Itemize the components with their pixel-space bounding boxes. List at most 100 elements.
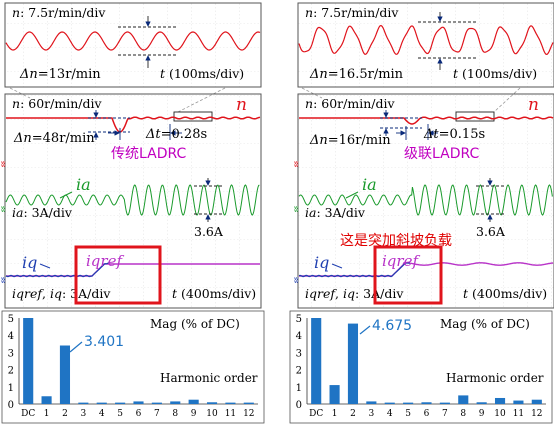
iq-series-label: iq [314,253,329,272]
mag-axis-label: Mag (% of DC) [440,317,530,331]
speed-drop-label: Δn=16r/min [309,133,391,148]
x-tick-label: 8 [460,409,466,419]
iq-series-label: iq [22,253,37,272]
harmonic-bar [494,397,506,404]
zoom-time-label: t (100ms/div) [453,66,537,81]
speed-scale-label: n: 60r/min/div [12,96,102,111]
iq-scale-label: iqref, iq: 3A/div [305,286,404,301]
harmonic-callout: 3.401 [84,334,124,350]
harmonic-bar [366,401,377,404]
x-tick-label: 5 [405,409,411,419]
x-tick-label: 7 [442,409,448,419]
harmonic-bar [133,401,144,404]
harmonic-bar [421,402,432,404]
load-note-label: 这是突加斜坡负载 [340,232,452,249]
harmonic-bar [188,399,199,404]
harmonic-bar [78,402,89,404]
y-tick-label: 2 [8,366,14,377]
channel-marker: ʬ [1,205,6,215]
harmonic-bar [347,323,359,404]
x-tick-label: 3 [80,409,86,419]
phase-current-waveform [5,184,260,216]
harmonic-bar [531,399,542,404]
zoom-speed-waveform [298,24,554,56]
x-tick-label: 9 [479,409,485,419]
x-tick-label: 4 [387,409,393,419]
ia-amplitude-marker [194,178,222,222]
x-tick-label: 11 [513,409,524,419]
harmonic-bar [170,401,181,404]
ia-amplitude-marker [476,178,504,222]
x-tick-label: 2 [350,409,356,419]
zoom-region-box [173,111,213,122]
load-step-highlight-box [373,245,443,305]
speed-waveform [6,116,261,133]
channel-marker: ʬ [294,205,299,215]
scope-time-label: t (400ms/div) [463,286,547,301]
zoom-delta-marker [418,12,478,70]
ia-series-label: ia [362,175,377,194]
zoom-box-left: n: 7.5r/min/div Δn=13r/min t (100ms/div) [4,2,262,88]
harmonic-bar [41,396,52,404]
x-tick-label: 2 [62,409,68,419]
harmonic-bar [513,400,524,404]
recovery-time-label: Δt=0.15s [423,127,485,142]
y-tick-label: 1 [8,383,14,394]
y-tick-label: 2 [296,366,302,377]
speed-drop-marker [380,110,438,140]
ia-series-label: ia [76,175,91,194]
x-tick-label: 6 [424,409,430,419]
iq-scale-label: iqref, iq: 3A/div [12,286,111,301]
harmonic-bar [115,402,126,404]
x-tick-label: 1 [44,409,50,419]
method-label: 级联LADRC [404,146,480,162]
y-tick-label: 3 [296,348,302,359]
zoom-box-right: n: 7.5r/min/div Δn=16.5r/min t (100ms/di… [297,2,554,88]
speed-series-label: n [236,95,247,115]
harmonic-bar [439,402,450,404]
harmonic-bar [96,402,107,404]
harmonic-xlabel: Harmonic order [160,371,258,385]
harmonic-bar [403,402,414,404]
x-tick-label: 1 [332,409,338,419]
zoom-delta-label: Δn=13r/min [19,67,101,82]
x-tick-label: 12 [243,409,254,419]
x-tick-label: 9 [191,409,197,419]
y-tick-label: 4 [296,331,302,342]
iqref-series-label: iqref [86,252,124,270]
harmonic-bar [476,402,487,404]
zoom-scale-label: n: 7.5r/min/div [305,5,399,20]
iq-waveform [5,261,111,278]
speed-drop-marker [88,110,182,140]
harmonic-bar [458,395,469,404]
iq-waveform [298,262,410,278]
x-tick-label: 11 [225,409,236,419]
scope-left: n: 60r/min/div n Δn=48r/min Δt=0.28s 传统L… [1,93,262,309]
harmonic-bar [23,318,34,404]
zoom-time-label: t (100ms/div) [160,66,244,81]
harmonic-bar [329,385,340,404]
load-step-highlight-box [74,245,162,305]
panel-right: n: 7.5r/min/div Δn=16.5r/min t (100ms/di… [289,2,554,424]
x-tick-label: DC [21,409,35,419]
speed-series-label: n [528,95,539,115]
x-tick-label: 10 [206,409,218,419]
zoom-scale-label: n: 7.5r/min/div [12,5,106,20]
x-tick-label: 10 [494,409,506,419]
speed-drop-label: Δn=48r/min [13,131,95,146]
harmonic-bar [311,318,322,404]
iqref-series-label: iqref [382,252,420,270]
scope-right: n: 60r/min/div n Δn=16r/min Δt=0.15s 级联L… [294,93,554,309]
x-tick-label: 4 [99,409,105,419]
y-tick-label: 3 [8,348,14,359]
x-tick-label: 5 [117,409,123,419]
panel-left: n: 7.5r/min/div Δn=13r/min t (100ms/div) [1,2,265,424]
x-tick-label: DC [309,409,323,419]
harmonic-bar [384,402,395,404]
y-tick-label: 1 [296,383,302,394]
y-tick-label: 5 [296,314,302,325]
